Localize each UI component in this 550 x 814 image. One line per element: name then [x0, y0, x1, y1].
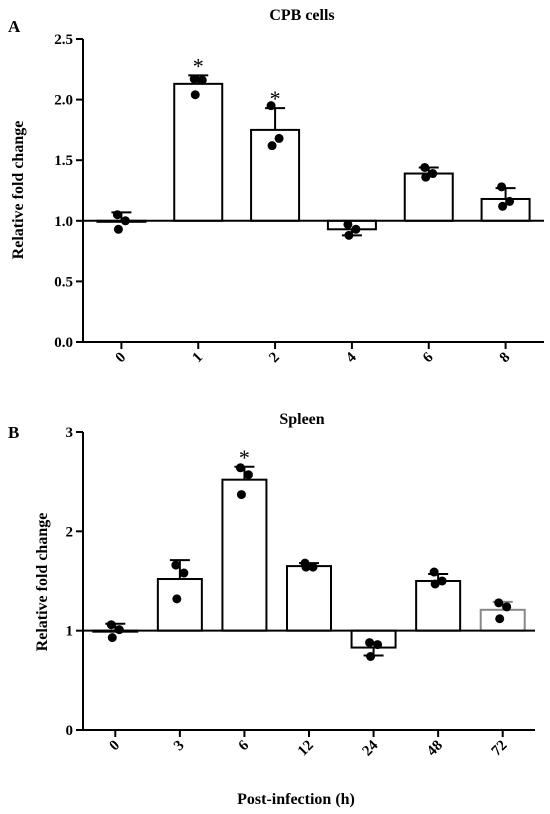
panel-a-letter: A	[8, 17, 21, 36]
panel-b-data-point	[494, 598, 504, 608]
panel-a-data-point	[197, 75, 207, 85]
panel-b-data-point	[171, 560, 181, 570]
panel-a-data-point	[267, 141, 277, 151]
panel-b-x-tick-label: 12	[295, 738, 317, 760]
panel-a-x-tick-label: 0	[113, 350, 130, 367]
panel-a-x-tick-label: 4	[343, 349, 360, 366]
panel-b-y-tick-label: 1	[66, 624, 74, 640]
panel-b-data-point	[301, 562, 311, 572]
panel-b-x-tick-label: 3	[171, 738, 188, 755]
panel-b-significance-mark: *	[239, 445, 250, 470]
panel-a-y-tick-label: 2.0	[54, 93, 73, 109]
panel-b-xlabel: Post-infection (h)	[237, 791, 355, 808]
panel-b-y-tick-label: 2	[66, 524, 74, 540]
panel-a-x-tick-label: 2	[266, 350, 283, 367]
panel-a-y-tick-label: 1.5	[54, 153, 73, 169]
panel-a-y-tick-label: 2.5	[54, 32, 73, 48]
panel-a-x-tick-label: 8	[497, 350, 514, 367]
panel-b-ylabel: Relative fold change	[34, 513, 51, 652]
panel-b-y-tick-label: 3	[66, 425, 74, 441]
panel-b-x-tick-label: 0	[106, 738, 123, 755]
panel-a-plot: 0.0 0.5 1.0 1.5 2.0 2.5 0 1 * 2 * 4 6 8	[54, 32, 544, 366]
panel-b-data-point	[172, 594, 182, 604]
panel-b-data-point	[365, 638, 375, 648]
panel-a-data-point	[189, 74, 199, 84]
panel-a-data-point	[274, 133, 284, 143]
panel-a-data-point	[497, 182, 507, 192]
panel-b-bar	[221, 478, 268, 632]
panel-b-bar	[286, 565, 332, 632]
panel-a-data-point	[351, 224, 361, 234]
panel-a-data-point	[343, 219, 353, 229]
panel-b-data-point	[243, 470, 253, 480]
panel-a-ylabel: Relative fold change	[10, 121, 27, 260]
panel-a-data-point	[505, 196, 515, 206]
panel-b-data-point	[437, 576, 447, 586]
panel-b-x-tick-label: 6	[236, 737, 253, 754]
panel-a-data-point	[344, 230, 354, 240]
panel-b-bar	[415, 580, 462, 632]
panel-b-data-point	[373, 640, 383, 650]
panel-b-x-tick-label: 48	[424, 738, 446, 760]
panel-b-data-point	[179, 568, 189, 578]
panel-b-data-point	[107, 633, 117, 643]
panel-b-data-point	[366, 651, 376, 661]
panel-a-data-point	[113, 224, 123, 234]
panel-b-x-tick-label: 24	[359, 737, 381, 759]
panel-b-bar	[156, 578, 203, 632]
panel-b-data-point	[236, 490, 246, 500]
panel-a-bar	[403, 172, 454, 222]
panel-a-y-tick-label: 0.5	[54, 274, 73, 290]
panel-b-y-tick-label: 0	[66, 723, 74, 739]
panel-a-data-point	[190, 90, 200, 100]
panel-b-data-point	[429, 567, 439, 577]
panel-b-x-tick-label: 72	[489, 738, 511, 760]
panel-a-x-tick-label: 1	[189, 350, 206, 367]
panel-b-title: Spleen	[279, 411, 324, 428]
panel-b-data-point	[106, 620, 116, 630]
panel-b-data-point	[495, 614, 505, 624]
panel-b-data-point	[430, 579, 440, 589]
panel-b-letter: B	[8, 423, 19, 442]
panel-a-x-tick-label: 6	[420, 349, 437, 366]
panel-a-data-point	[498, 201, 508, 211]
panel-a-significance-mark: *	[270, 86, 281, 111]
panel-b-data-point	[235, 463, 245, 473]
panel-a-title: CPB cells	[269, 7, 334, 24]
panel-a-data-point	[428, 169, 438, 179]
panel-a-data-point	[421, 172, 431, 182]
panel-a-data-point	[420, 162, 430, 172]
panel-a-bar	[173, 82, 224, 222]
panel-b-data-point	[308, 562, 318, 572]
panel-b-data-point	[502, 602, 512, 612]
panel-a-data-point	[266, 101, 276, 111]
panel-a-y-tick-label: 0.0	[54, 335, 73, 351]
panel-a-data-point	[112, 210, 122, 220]
panel-a-significance-mark: *	[193, 53, 204, 78]
panel-a-y-tick-label: 1.0	[54, 214, 73, 230]
